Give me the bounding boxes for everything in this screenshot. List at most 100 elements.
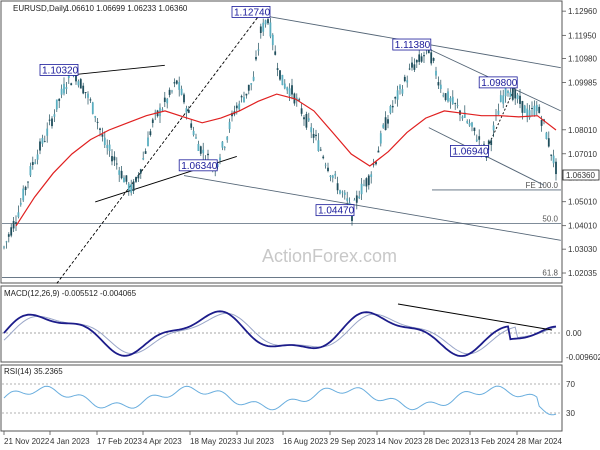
candle-body xyxy=(360,183,363,195)
candle-body xyxy=(269,22,272,37)
candle-body xyxy=(435,70,437,76)
candle-body xyxy=(499,95,502,102)
candle-body xyxy=(58,98,61,101)
candle-body xyxy=(377,150,380,153)
candle-body xyxy=(137,174,140,179)
candle-body xyxy=(34,162,37,164)
price-label-box-0 xyxy=(39,64,79,76)
price-tick-label: 1.02035 xyxy=(568,269,597,278)
candle-body xyxy=(331,175,334,179)
rsi-tick-30: 30 xyxy=(566,409,575,418)
candle-body xyxy=(372,164,375,166)
candle-body xyxy=(370,174,373,178)
candle-body xyxy=(519,95,521,104)
candle-body xyxy=(91,102,94,114)
candle-body xyxy=(70,83,73,86)
candle-body xyxy=(235,105,238,109)
candle-body xyxy=(190,123,193,128)
candle-body xyxy=(144,151,147,154)
candle-body xyxy=(540,120,543,126)
candle-body xyxy=(22,188,25,201)
price-tick-label: 1.05010 xyxy=(568,198,597,207)
candle-body xyxy=(279,70,281,80)
candle-body xyxy=(327,167,329,172)
candle-body xyxy=(221,141,224,148)
candle-body xyxy=(187,109,190,113)
candle-body xyxy=(29,166,32,176)
candle-body xyxy=(19,202,22,205)
rsi-title: RSI(14) 35.2365 xyxy=(4,367,63,376)
candle-body xyxy=(262,22,265,32)
time-tick-label: 4 Apr 2023 xyxy=(143,437,182,446)
candle-body xyxy=(183,94,185,103)
candle-body xyxy=(79,79,82,89)
candle-body xyxy=(343,192,346,195)
candle-body xyxy=(103,137,106,146)
price-label-box-6 xyxy=(449,145,489,157)
trendline-top-left xyxy=(75,64,165,75)
candle-body xyxy=(147,137,149,147)
candle-body xyxy=(113,156,116,161)
candle-body xyxy=(255,57,257,60)
candle-body xyxy=(48,119,51,121)
candle-body xyxy=(291,85,293,95)
candle-body xyxy=(281,74,284,86)
candle-body xyxy=(492,125,495,131)
candle-body xyxy=(521,101,524,113)
candle-body xyxy=(463,112,466,118)
candle-body xyxy=(163,97,166,102)
macd-trend-line xyxy=(397,303,553,331)
candle-body xyxy=(96,121,99,123)
price-label-box-2 xyxy=(178,159,218,172)
price-label-0: 1.10320 xyxy=(42,65,79,76)
candle-body xyxy=(526,108,529,118)
time-tick-label: 28 Dec 2023 xyxy=(424,437,470,446)
candle-body xyxy=(3,246,5,248)
price-label-box-5 xyxy=(478,76,518,89)
candle-body xyxy=(15,222,17,224)
candle-body xyxy=(216,163,219,167)
candle-body xyxy=(240,96,243,98)
candle-body xyxy=(528,110,531,118)
candle-body xyxy=(523,105,526,113)
candle-body xyxy=(226,136,229,140)
candle-body xyxy=(118,170,121,175)
price-label-box-4 xyxy=(392,38,432,51)
candle-body xyxy=(307,118,310,121)
candle-body xyxy=(550,154,553,156)
time-tick-label: 4 Jan 2023 xyxy=(50,437,90,446)
rsi-line xyxy=(3,385,557,416)
candle-body xyxy=(471,122,473,127)
candle-body xyxy=(355,195,358,203)
candle-body xyxy=(63,83,65,94)
candle-body xyxy=(178,82,181,90)
candle-body xyxy=(65,87,68,89)
candle-body xyxy=(43,141,46,142)
candle-body xyxy=(99,128,101,130)
candle-body xyxy=(507,90,509,94)
ohlc-readout: 1.06610 1.06699 1.06233 1.06360 xyxy=(65,4,188,13)
candle-body xyxy=(82,85,85,94)
candle-body xyxy=(555,161,557,175)
price-tick-label: 1.03030 xyxy=(568,245,597,254)
candle-body xyxy=(413,64,416,70)
time-tick-label: 21 Nov 2022 xyxy=(4,437,50,446)
candle-body xyxy=(17,212,20,217)
candle-body xyxy=(516,94,519,100)
candle-body xyxy=(420,56,423,62)
price-label-3: 1.04470 xyxy=(318,206,355,217)
candle-body xyxy=(271,34,274,46)
candle-body xyxy=(382,124,385,128)
candle-body xyxy=(10,227,13,236)
candle-body xyxy=(39,141,41,151)
candle-body xyxy=(406,80,409,83)
price-tick-label: 1.11950 xyxy=(568,31,597,40)
price-label-box-1 xyxy=(231,6,271,18)
candle-body xyxy=(31,162,34,166)
candle-body xyxy=(447,91,449,102)
candle-body xyxy=(84,92,87,93)
candle-body xyxy=(487,140,490,145)
candle-body xyxy=(89,99,92,101)
candle-body xyxy=(387,119,389,124)
price-tick-label: 1.07010 xyxy=(568,150,597,159)
